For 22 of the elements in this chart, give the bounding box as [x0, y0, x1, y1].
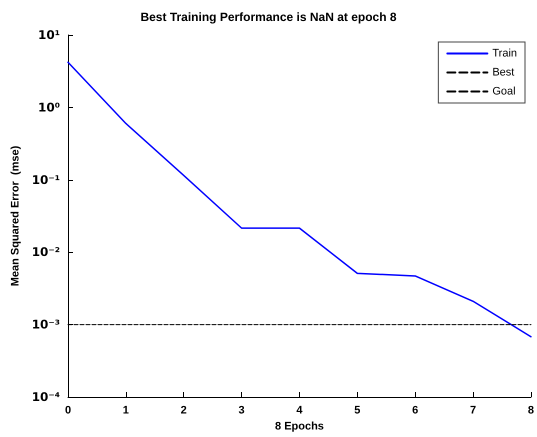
- x-tick-label: 2: [180, 404, 187, 416]
- y-axis-title: Mean Squared Error (mse): [9, 145, 22, 286]
- legend-label: Goal: [492, 86, 516, 98]
- x-tick-label: 5: [354, 404, 360, 416]
- y-tick-label: 10⁻³: [32, 318, 60, 332]
- x-tick-label: 4: [296, 404, 304, 416]
- y-tick-label: 10⁻⁴: [32, 390, 60, 404]
- x-tick-label: 0: [64, 404, 72, 416]
- x-tick-label: 6: [412, 404, 418, 416]
- y-tick-label: 10⁻¹: [32, 172, 60, 187]
- x-tick-label: 7: [470, 404, 476, 416]
- x-tick-label: 8: [528, 404, 534, 416]
- x-tick-label: 3: [238, 404, 245, 416]
- y-tick-label: 10⁰: [38, 100, 60, 114]
- x-tick-label: 1: [122, 404, 129, 416]
- y-tick-label: 10⁻²: [32, 245, 60, 260]
- legend-label: Train: [492, 48, 518, 60]
- x-axis-title: 8 Epochs: [275, 420, 324, 432]
- y-tick-label: 10¹: [38, 28, 60, 42]
- line-series: [67, 62, 532, 338]
- legend-label: Best: [492, 66, 514, 78]
- chart-title: Best Training Performance is NaN at epoch 8: [140, 10, 397, 24]
